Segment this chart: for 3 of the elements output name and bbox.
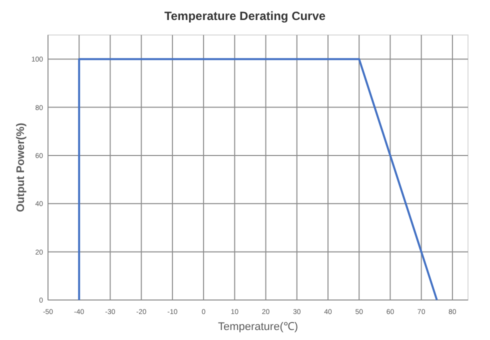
chart-title: Temperature Derating Curve bbox=[164, 9, 326, 23]
x-axis-title: Temperature(℃) bbox=[218, 321, 298, 333]
y-axis-title: Output Power(%) bbox=[15, 122, 27, 212]
